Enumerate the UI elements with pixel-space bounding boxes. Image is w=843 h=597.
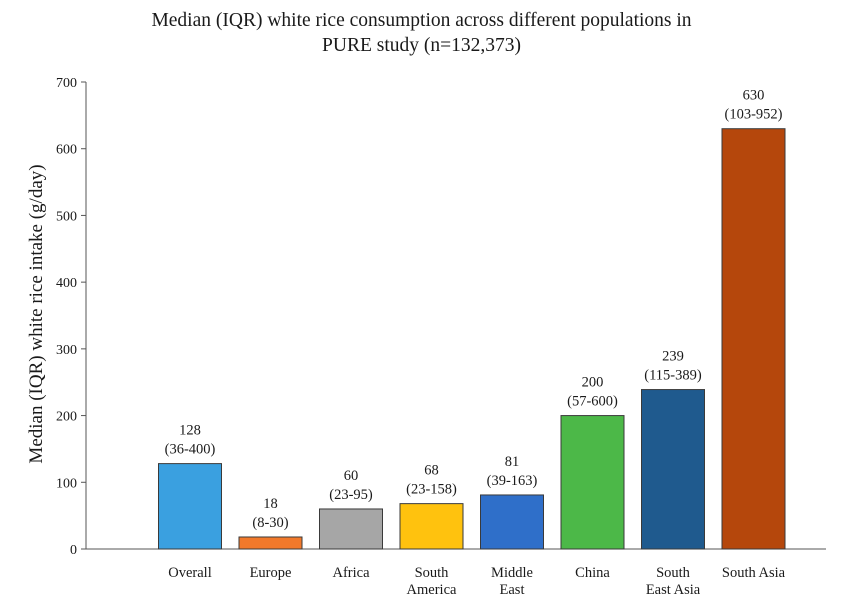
x-tick-label: China [575, 565, 610, 581]
y-tick-label: 700 [56, 76, 77, 91]
data-label: 81 [505, 454, 520, 470]
y-axis-label: Median (IQR) white rice intake (g/day) [26, 164, 47, 463]
x-tick-label: South Asia [722, 565, 786, 581]
bar [641, 389, 705, 550]
chart-data-labels: 128 (36-400) 18 (8-30) 60 (23-95) 68 (23-158) 81… [165, 88, 783, 531]
data-label: 128 [179, 423, 201, 439]
x-tick-label: Middle [491, 565, 533, 581]
y-tick-label: 500 [56, 209, 77, 224]
bar [721, 128, 786, 550]
y-tick-label: 400 [56, 276, 77, 291]
bar [319, 508, 383, 550]
data-label: (23-95) [329, 487, 373, 503]
data-label: 200 [582, 375, 604, 391]
chart-category-labels: Overall Europe Africa SouthAmericaMiddleEas… [168, 565, 785, 597]
y-tick-label: 300 [56, 343, 77, 358]
chart-title-line-2: PURE study (n=132,373) [322, 35, 521, 56]
data-label: 60 [344, 468, 359, 484]
y-tick-label: 0 [70, 543, 77, 558]
x-tick-label: Africa [332, 565, 370, 581]
x-tick-label: Europe [250, 565, 292, 581]
chart-title-line-1: Median (IQR) white rice consumption acro… [151, 10, 692, 31]
y-tick-label: 100 [56, 476, 77, 491]
data-label: (8-30) [252, 515, 288, 531]
data-label: (115-389) [644, 368, 702, 384]
x-tick-label: East Asia [646, 582, 701, 597]
bar [399, 503, 464, 550]
y-tick-label: 600 [56, 143, 77, 158]
data-label: (57-600) [567, 394, 618, 410]
data-label: (23-158) [406, 482, 457, 498]
data-label: 68 [424, 463, 439, 479]
x-tick-label: Overall [168, 565, 211, 581]
y-tick-label: 200 [56, 410, 77, 425]
bar [238, 536, 303, 550]
x-tick-label: South [415, 565, 450, 581]
bar [158, 463, 222, 550]
data-label: (36-400) [165, 442, 216, 458]
data-label: (39-163) [487, 473, 538, 489]
x-tick-label: America [407, 582, 457, 597]
bar [560, 415, 625, 550]
chart-bars [158, 128, 786, 550]
x-tick-label: East [500, 582, 525, 597]
data-label: 630 [743, 88, 765, 104]
data-label: 239 [662, 349, 684, 365]
chart-title: Median (IQR) white rice consumption acro… [0, 8, 843, 58]
bar [480, 494, 544, 550]
data-label: (103-952) [725, 107, 783, 123]
data-label: 18 [263, 496, 278, 512]
x-tick-label: South [656, 565, 691, 581]
